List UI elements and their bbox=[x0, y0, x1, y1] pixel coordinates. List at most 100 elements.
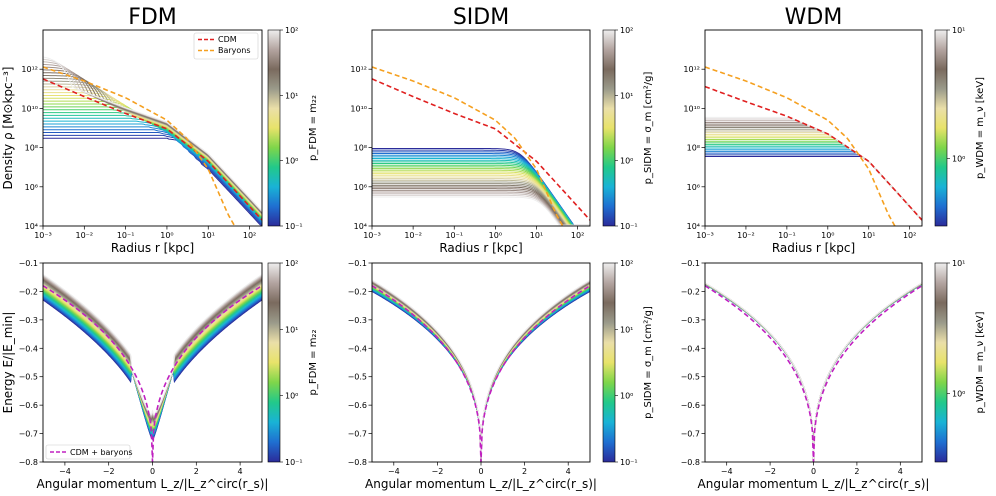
y-tick-label: −0.8 bbox=[19, 458, 38, 467]
colorbar-tick-label: 10² bbox=[620, 259, 633, 268]
baryons-line bbox=[372, 66, 564, 226]
family-curve bbox=[705, 282, 922, 462]
y-tick-label: −0.8 bbox=[681, 458, 700, 467]
y-tick-label: −0.6 bbox=[681, 401, 700, 410]
family-curve bbox=[705, 282, 922, 462]
family-curve bbox=[43, 287, 262, 428]
y-tick-label: 10⁶ bbox=[25, 183, 38, 192]
sidm-energy-panel: −4 −2 0 2 4 −0.1 −0.2 −0.3 −0.4 −0.5 −0.6 −0.7 −0.8 A… bbox=[348, 259, 654, 491]
family-curve bbox=[43, 290, 262, 431]
x-tick-label: 0 bbox=[150, 467, 155, 476]
colorbar-label: p_SIDM = σ_m [cm²/g] bbox=[643, 306, 654, 419]
family-curve bbox=[43, 296, 262, 436]
family-curve bbox=[43, 294, 262, 434]
cdm-line bbox=[372, 78, 590, 221]
family-curve bbox=[372, 288, 590, 462]
fdm-energy-panel: −4 −2 0 2 4 −0.1 −0.2 −0.3 −0.4 −0.5 −0.6 −0.7 −0.8 A… bbox=[1, 259, 319, 491]
family-curve bbox=[43, 75, 262, 214]
family-curve bbox=[705, 283, 922, 462]
colorbar-label: p_FDM = m₂₂ bbox=[308, 95, 319, 161]
y-tick-label: 10¹² bbox=[683, 65, 700, 74]
family-curve bbox=[43, 285, 262, 426]
legend-label: CDM + baryons bbox=[70, 448, 133, 457]
family-curve bbox=[705, 154, 922, 221]
x-tick-label: 4 bbox=[238, 467, 243, 476]
colorbar-label: p_FDM = m₂₂ bbox=[308, 330, 319, 396]
plot-area bbox=[705, 66, 922, 226]
x-axis-label: Angular momentum L_z/|L_z^circ(r_s)| bbox=[698, 477, 930, 491]
legend-label: CDM bbox=[218, 35, 237, 44]
x-tick-label: −4 bbox=[388, 467, 400, 476]
family-curve bbox=[372, 174, 590, 226]
family-curve bbox=[705, 283, 922, 462]
y-tick-label: 10⁸ bbox=[25, 144, 38, 153]
y-axis-label: Density ρ [M⊙kpc⁻³] bbox=[1, 67, 15, 190]
family-curve bbox=[372, 289, 590, 462]
y-tick-label: 10¹⁰ bbox=[350, 104, 367, 113]
family-curve bbox=[43, 123, 262, 222]
cdm-line bbox=[705, 85, 922, 221]
x-tick-label: 10¹ bbox=[862, 231, 875, 240]
colorbar-tick-label: 10⁰ bbox=[285, 392, 298, 401]
x-axis-label: Angular momentum L_z/|L_z^circ(r_s)| bbox=[37, 477, 269, 491]
legend-box bbox=[45, 444, 131, 460]
family-curve bbox=[705, 125, 922, 221]
family-curve bbox=[43, 120, 262, 221]
family-curve bbox=[372, 279, 590, 462]
axes-frame bbox=[371, 262, 591, 463]
x-tick-label: 0 bbox=[811, 467, 816, 476]
family-curve bbox=[705, 283, 922, 462]
family-curve bbox=[43, 276, 262, 418]
family-curve bbox=[705, 150, 922, 221]
y-tick-label: 10⁸ bbox=[354, 144, 367, 153]
panel-title: FDM bbox=[128, 5, 177, 30]
cdm-baryons-line bbox=[372, 285, 590, 462]
family-curve bbox=[43, 292, 262, 432]
plot-area bbox=[43, 56, 262, 226]
family-curve bbox=[372, 289, 590, 462]
family-curve bbox=[705, 283, 922, 462]
family-curve bbox=[43, 56, 262, 212]
y-tick-label: −0.8 bbox=[348, 458, 367, 467]
family-curve bbox=[705, 283, 922, 462]
y-tick-label: −0.6 bbox=[348, 401, 367, 410]
family-curve bbox=[372, 290, 590, 462]
family-curve bbox=[43, 274, 262, 416]
x-tick-label: 10² bbox=[571, 231, 584, 240]
family-curve bbox=[705, 121, 922, 221]
y-tick-label: −0.1 bbox=[681, 259, 700, 268]
y-tick-label: −0.5 bbox=[681, 373, 700, 382]
family-curve bbox=[705, 282, 922, 462]
family-curve bbox=[43, 89, 262, 216]
family-curve bbox=[372, 188, 590, 226]
family-curve bbox=[372, 186, 590, 226]
y-tick-label: 10¹² bbox=[21, 65, 38, 74]
colorbar bbox=[267, 262, 281, 463]
baryons-line bbox=[705, 66, 896, 226]
family-curve bbox=[43, 296, 262, 437]
x-tick-label: 10⁻³ bbox=[34, 231, 52, 240]
family-curve bbox=[705, 152, 922, 221]
family-curve bbox=[705, 283, 922, 462]
family-curve bbox=[372, 193, 590, 226]
family-curve bbox=[705, 282, 922, 462]
family-curve bbox=[705, 144, 922, 221]
x-axis-label: Angular momentum L_z/|L_z^circ(r_s)| bbox=[365, 477, 597, 491]
x-tick-label: 10⁰ bbox=[821, 231, 834, 240]
x-tick-label: 2 bbox=[854, 467, 859, 476]
colorbar-label: p_WDM = m_ν [keV] bbox=[975, 77, 986, 179]
colorbar-tick-label: 10⁰ bbox=[620, 157, 633, 166]
family-curve bbox=[705, 156, 922, 221]
family-curve bbox=[43, 86, 262, 215]
x-tick-label: 10⁰ bbox=[489, 231, 502, 240]
colorbar-tick-label: 10⁻¹ bbox=[285, 222, 303, 231]
y-tick-label: −0.2 bbox=[19, 287, 38, 296]
x-tick-label: 10⁻³ bbox=[363, 231, 381, 240]
colorbar-label: p_SIDM = σ_m [cm²/g] bbox=[643, 72, 654, 185]
family-curve bbox=[43, 293, 262, 433]
family-curve bbox=[43, 132, 262, 225]
family-curve bbox=[372, 178, 590, 226]
colorbar-tick-label: 10⁻¹ bbox=[620, 458, 638, 467]
family-curve bbox=[43, 129, 262, 224]
